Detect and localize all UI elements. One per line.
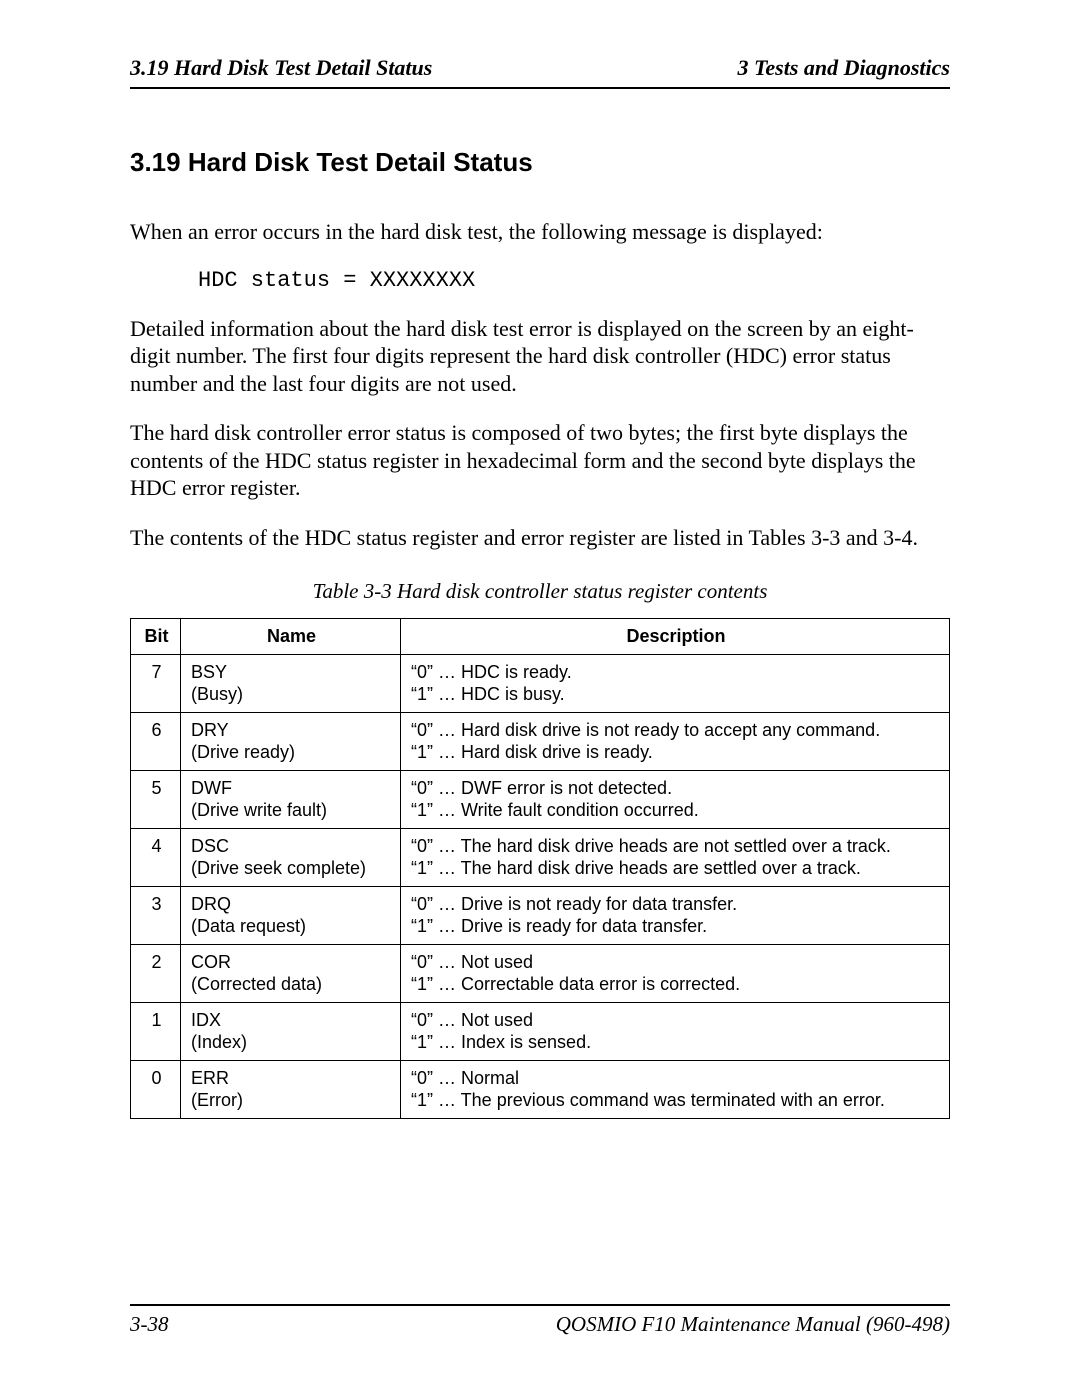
cell-description: “0” … The hard disk drive heads are not … xyxy=(401,828,950,886)
desc-line1: “0” … Not used xyxy=(411,952,533,972)
name-line1: IDX xyxy=(191,1010,221,1030)
desc-line2: “1” … HDC is busy. xyxy=(411,684,565,704)
name-line2: (Drive seek complete) xyxy=(191,858,366,878)
name-line2: (Data request) xyxy=(191,916,306,936)
cell-name: BSY (Busy) xyxy=(181,654,401,712)
name-line2: (Error) xyxy=(191,1090,243,1110)
table-row: 3 DRQ (Data request) “0” … Drive is not … xyxy=(131,886,950,944)
cell-name: IDX (Index) xyxy=(181,1002,401,1060)
cell-description: “0” … Not used “1” … Index is sensed. xyxy=(401,1002,950,1060)
cell-name: DWF (Drive write fault) xyxy=(181,770,401,828)
cell-name: DRY (Drive ready) xyxy=(181,712,401,770)
name-line1: ERR xyxy=(191,1068,229,1088)
table-row: 0 ERR (Error) “0” … Normal “1” … The pre… xyxy=(131,1060,950,1118)
cell-bit: 1 xyxy=(131,1002,181,1060)
desc-line2: “1” … The previous command was terminate… xyxy=(411,1090,885,1110)
cell-bit: 7 xyxy=(131,654,181,712)
desc-line2: “1” … The hard disk drive heads are sett… xyxy=(411,858,861,878)
cell-bit: 3 xyxy=(131,886,181,944)
table-header-row: Bit Name Description xyxy=(131,619,950,655)
desc-line2: “1” … Write fault condition occurred. xyxy=(411,800,699,820)
name-line2: (Drive write fault) xyxy=(191,800,327,820)
name-line1: COR xyxy=(191,952,231,972)
cell-name: ERR (Error) xyxy=(181,1060,401,1118)
paragraph-detail-1: Detailed information about the hard disk… xyxy=(130,315,950,398)
table-caption: Table 3-3 Hard disk controller status re… xyxy=(130,579,950,604)
header-left: 3.19 Hard Disk Test Detail Status xyxy=(130,55,432,81)
name-line1: DWF xyxy=(191,778,232,798)
table-row: 5 DWF (Drive write fault) “0” … DWF erro… xyxy=(131,770,950,828)
desc-line2: “1” … Correctable data error is correcte… xyxy=(411,974,740,994)
name-line1: BSY xyxy=(191,662,227,682)
desc-line2: “1” … Hard disk drive is ready. xyxy=(411,742,653,762)
desc-line1: “0” … Not used xyxy=(411,1010,533,1030)
desc-line1: “0” … DWF error is not detected. xyxy=(411,778,672,798)
section-heading: 3.19 Hard Disk Test Detail Status xyxy=(130,147,950,178)
col-header-description: Description xyxy=(401,619,950,655)
desc-line1: “0” … HDC is ready. xyxy=(411,662,572,682)
desc-line2: “1” … Index is sensed. xyxy=(411,1032,591,1052)
status-register-table: Bit Name Description 7 BSY (Busy) “0” … … xyxy=(130,618,950,1119)
footer-page-number: 3-38 xyxy=(130,1312,169,1337)
code-sample: HDC status = XXXXXXXX xyxy=(198,268,950,293)
page-footer: 3-38 QOSMIO F10 Maintenance Manual (960-… xyxy=(130,1304,950,1337)
name-line2: (Index) xyxy=(191,1032,247,1052)
desc-line1: “0” … Normal xyxy=(411,1068,519,1088)
cell-description: “0” … Hard disk drive is not ready to ac… xyxy=(401,712,950,770)
cell-description: “0” … Not used “1” … Correctable data er… xyxy=(401,944,950,1002)
paragraph-detail-2: The hard disk controller error status is… xyxy=(130,419,950,502)
cell-description: “0” … DWF error is not detected. “1” … W… xyxy=(401,770,950,828)
col-header-name: Name xyxy=(181,619,401,655)
cell-name: DSC (Drive seek complete) xyxy=(181,828,401,886)
cell-bit: 0 xyxy=(131,1060,181,1118)
table-row: 6 DRY (Drive ready) “0” … Hard disk driv… xyxy=(131,712,950,770)
desc-line1: “0” … Hard disk drive is not ready to ac… xyxy=(411,720,880,740)
footer-manual-title: QOSMIO F10 Maintenance Manual (960-498) xyxy=(556,1312,950,1337)
col-header-bit: Bit xyxy=(131,619,181,655)
name-line1: DSC xyxy=(191,836,229,856)
cell-name: COR (Corrected data) xyxy=(181,944,401,1002)
name-line1: DRQ xyxy=(191,894,231,914)
cell-bit: 2 xyxy=(131,944,181,1002)
cell-name: DRQ (Data request) xyxy=(181,886,401,944)
cell-description: “0” … HDC is ready. “1” … HDC is busy. xyxy=(401,654,950,712)
cell-bit: 4 xyxy=(131,828,181,886)
table-row: 4 DSC (Drive seek complete) “0” … The ha… xyxy=(131,828,950,886)
table-row: 2 COR (Corrected data) “0” … Not used “1… xyxy=(131,944,950,1002)
cell-description: “0” … Normal “1” … The previous command … xyxy=(401,1060,950,1118)
name-line1: DRY xyxy=(191,720,229,740)
name-line2: (Corrected data) xyxy=(191,974,322,994)
cell-description: “0” … Drive is not ready for data transf… xyxy=(401,886,950,944)
paragraph-detail-3: The contents of the HDC status register … xyxy=(130,524,950,552)
desc-line1: “0” … Drive is not ready for data transf… xyxy=(411,894,737,914)
cell-bit: 5 xyxy=(131,770,181,828)
desc-line2: “1” … Drive is ready for data transfer. xyxy=(411,916,707,936)
page: 3.19 Hard Disk Test Detail Status 3 Test… xyxy=(0,0,1080,1119)
cell-bit: 6 xyxy=(131,712,181,770)
table-row: 7 BSY (Busy) “0” … HDC is ready. “1” … H… xyxy=(131,654,950,712)
name-line2: (Busy) xyxy=(191,684,243,704)
header-right: 3 Tests and Diagnostics xyxy=(737,55,950,81)
desc-line1: “0” … The hard disk drive heads are not … xyxy=(411,836,891,856)
running-header: 3.19 Hard Disk Test Detail Status 3 Test… xyxy=(130,55,950,89)
name-line2: (Drive ready) xyxy=(191,742,295,762)
paragraph-intro: When an error occurs in the hard disk te… xyxy=(130,218,950,246)
table-row: 1 IDX (Index) “0” … Not used “1” … Index… xyxy=(131,1002,950,1060)
